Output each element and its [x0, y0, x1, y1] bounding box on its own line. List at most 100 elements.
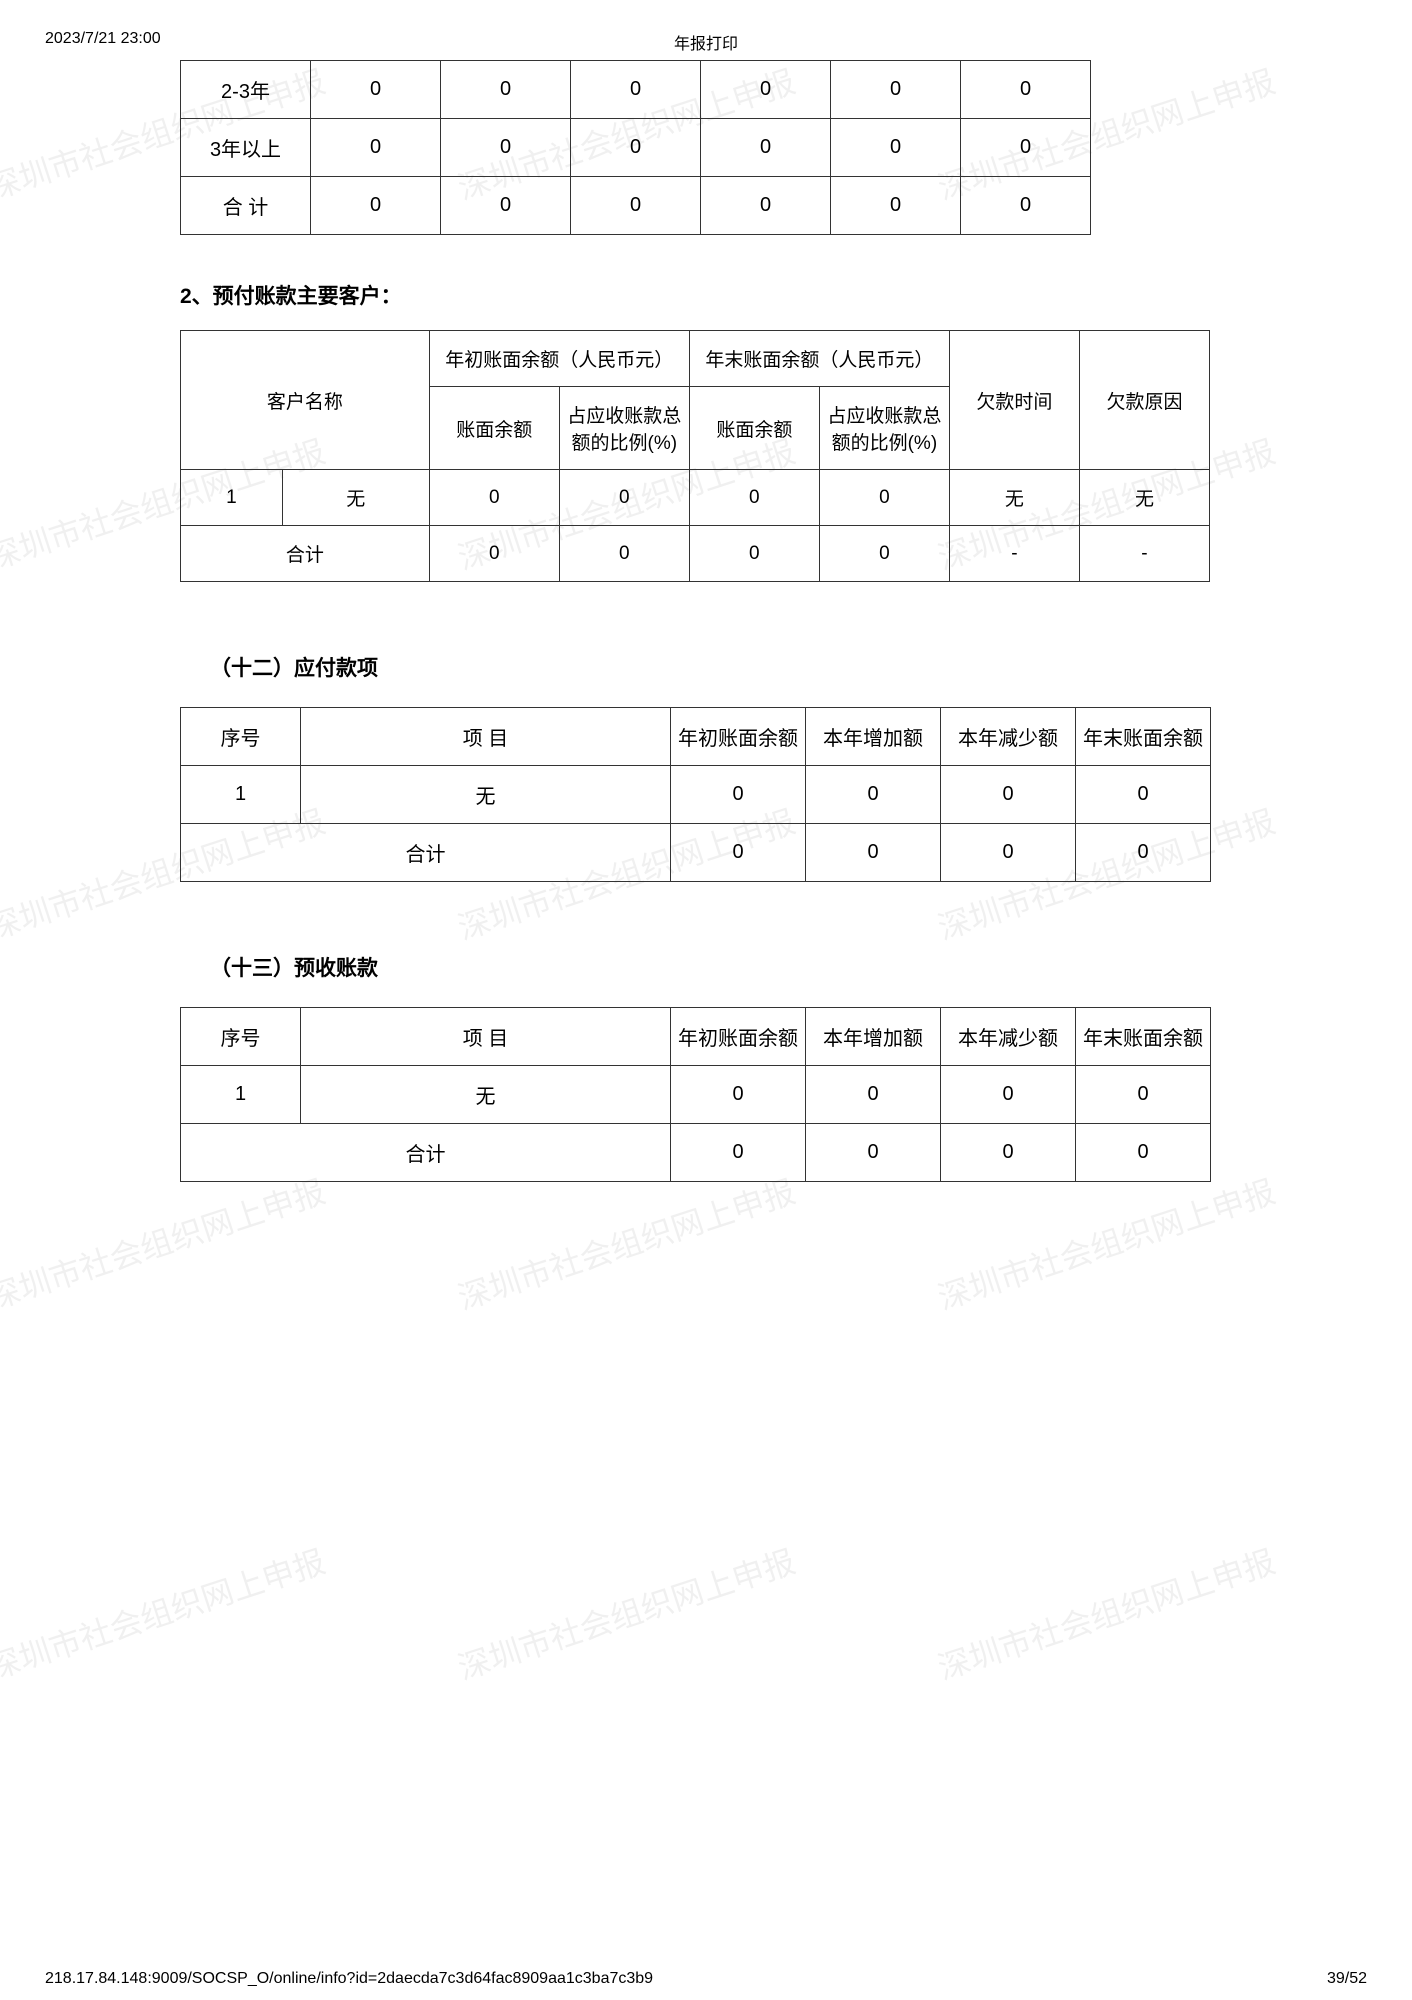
payables-table: 序号 项 目 年初账面余额 本年增加额 本年减少额 年末账面余额 1 无 0 0… [180, 707, 1211, 882]
header-begin: 年初账面余额 [671, 1008, 806, 1066]
cell: 0 [941, 824, 1076, 882]
cell: 0 [819, 526, 949, 582]
watermark: 深圳市社会组织网上申报 [932, 1537, 1281, 1690]
table-row-total: 合 计 0 0 0 0 0 0 [181, 177, 1091, 235]
cell: 0 [831, 177, 961, 235]
cell: 无 [1079, 470, 1209, 526]
cell: 0 [689, 470, 819, 526]
cell: 0 [819, 470, 949, 526]
cell: - [1079, 526, 1209, 582]
cell: 0 [701, 177, 831, 235]
cell: 0 [311, 61, 441, 119]
cell: 0 [441, 61, 571, 119]
header-seq: 序号 [181, 1008, 301, 1066]
cell: 0 [429, 470, 559, 526]
aging-table: 2-3年 0 0 0 0 0 0 3年以上 0 0 0 0 0 0 合 计 0 … [180, 60, 1091, 235]
table-row: 2-3年 0 0 0 0 0 0 [181, 61, 1091, 119]
header-row: 序号 项 目 年初账面余额 本年增加额 本年减少额 年末账面余额 [181, 708, 1211, 766]
cell: 0 [441, 177, 571, 235]
watermark: 深圳市社会组织网上申报 [452, 1167, 801, 1320]
cell: 无 [949, 470, 1079, 526]
cell: 0 [311, 177, 441, 235]
cell: 0 [1076, 824, 1211, 882]
header-decrease: 本年减少额 [941, 1008, 1076, 1066]
watermark: 深圳市社会组织网上申报 [932, 1167, 1281, 1320]
cell: 0 [559, 470, 689, 526]
cell: 0 [1076, 766, 1211, 824]
cell-total-label: 合计 [181, 1124, 671, 1182]
table-row: 1 无 0 0 0 0 无 无 [181, 470, 1210, 526]
table-row: 3年以上 0 0 0 0 0 0 [181, 119, 1091, 177]
table-row-total: 合计 0 0 0 0 [181, 824, 1211, 882]
footer-page-number: 39/52 [1327, 1970, 1367, 1988]
cell-item: 无 [301, 766, 671, 824]
cell: 0 [671, 1066, 806, 1124]
cell: 0 [806, 766, 941, 824]
cell: 0 [701, 61, 831, 119]
page-content: 2-3年 0 0 0 0 0 0 3年以上 0 0 0 0 0 0 合 计 0 … [180, 60, 1230, 1182]
header-end: 年末账面余额 [1076, 1008, 1211, 1066]
header-ratio: 占应收账款总额的比例(%) [559, 387, 689, 470]
section13-title: （十三）预收账款 [210, 952, 1230, 982]
cell: 0 [941, 1066, 1076, 1124]
header-debt-reason: 欠款原因 [1079, 331, 1209, 470]
cell-seq: 1 [181, 1066, 301, 1124]
header-end-balance: 年末账面余额（人民币元） [689, 331, 949, 387]
table-row: 1 无 0 0 0 0 [181, 766, 1211, 824]
cell: 0 [941, 766, 1076, 824]
cell: 0 [671, 824, 806, 882]
cell: 0 [689, 526, 819, 582]
cell: 0 [429, 526, 559, 582]
header-item: 项 目 [301, 1008, 671, 1066]
header-seq: 序号 [181, 708, 301, 766]
row-label: 合 计 [181, 177, 311, 235]
header-begin-balance: 年初账面余额（人民币元） [429, 331, 689, 387]
cell-item: 无 [301, 1066, 671, 1124]
table-row: 1 无 0 0 0 0 [181, 1066, 1211, 1124]
table-row-total: 合计 0 0 0 0 [181, 1124, 1211, 1182]
cell: 0 [806, 1066, 941, 1124]
header-debt-time: 欠款时间 [949, 331, 1079, 470]
cell: 0 [1076, 1066, 1211, 1124]
cell: 0 [571, 177, 701, 235]
header-row: 序号 项 目 年初账面余额 本年增加额 本年减少额 年末账面余额 [181, 1008, 1211, 1066]
cell: 0 [571, 119, 701, 177]
prepay-customers-table: 客户名称 年初账面余额（人民币元） 年末账面余额（人民币元） 欠款时间 欠款原因… [180, 330, 1210, 582]
cell-seq: 1 [181, 470, 283, 526]
cell: 0 [671, 1124, 806, 1182]
cell: 0 [831, 119, 961, 177]
table-row-total: 合计 0 0 0 0 - - [181, 526, 1210, 582]
header-increase: 本年增加额 [806, 1008, 941, 1066]
cell: 0 [806, 1124, 941, 1182]
header-customer-name: 客户名称 [181, 331, 430, 470]
cell-total-label: 合计 [181, 526, 430, 582]
cell: 0 [571, 61, 701, 119]
cell: 0 [311, 119, 441, 177]
header-item: 项 目 [301, 708, 671, 766]
header-timestamp: 2023/7/21 23:00 [45, 30, 161, 48]
header-ratio: 占应收账款总额的比例(%) [819, 387, 949, 470]
row-label: 2-3年 [181, 61, 311, 119]
cell: 0 [961, 119, 1091, 177]
row-label: 3年以上 [181, 119, 311, 177]
cell: 0 [831, 61, 961, 119]
watermark: 深圳市社会组织网上申报 [0, 1537, 331, 1690]
footer-url: 218.17.84.148:9009/SOCSP_O/online/info?i… [45, 1970, 653, 1988]
section2-title: 2、预付账款主要客户： [180, 280, 1230, 310]
cell: 0 [806, 824, 941, 882]
header-title: 年报打印 [674, 30, 738, 54]
header-end: 年末账面余额 [1076, 708, 1211, 766]
header-increase: 本年增加额 [806, 708, 941, 766]
header-book-balance: 账面余额 [429, 387, 559, 470]
cell-total-label: 合计 [181, 824, 671, 882]
cell: 0 [559, 526, 689, 582]
cell: 0 [941, 1124, 1076, 1182]
header-book-balance: 账面余额 [689, 387, 819, 470]
header-row: 客户名称 年初账面余额（人民币元） 年末账面余额（人民币元） 欠款时间 欠款原因 [181, 331, 1210, 387]
cell: 0 [961, 177, 1091, 235]
cell: 0 [671, 766, 806, 824]
cell-name: 无 [282, 470, 429, 526]
cell: 0 [701, 119, 831, 177]
cell: 0 [1076, 1124, 1211, 1182]
watermark: 深圳市社会组织网上申报 [452, 1537, 801, 1690]
